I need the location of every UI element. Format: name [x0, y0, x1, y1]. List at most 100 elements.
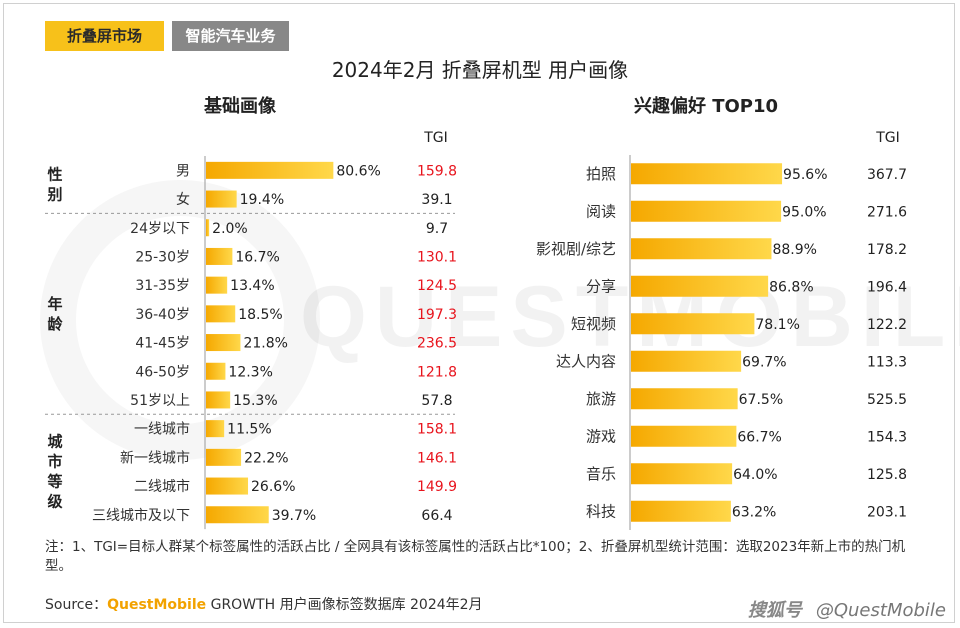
left-value-label: 22.2%: [244, 450, 288, 466]
left-value-label: 16.7%: [235, 249, 279, 265]
left-bar: [206, 448, 242, 466]
left-bar: [206, 219, 210, 237]
left-tgi-value: 9.7: [426, 221, 448, 237]
left-tgi-value: 149.9: [417, 479, 457, 495]
tab-foldable-market[interactable]: 折叠屏市场: [45, 21, 164, 51]
left-value-label: 11.5%: [227, 422, 271, 438]
left-tgi-value: 39.1: [421, 192, 452, 208]
left-tgi-value: 121.8: [417, 364, 457, 380]
right-bar: [631, 463, 733, 485]
footer-brand: 搜狐号 @QuestMobile: [748, 596, 946, 622]
right-value-label: 78.1%: [755, 317, 799, 333]
right-value-label: 86.8%: [769, 279, 813, 295]
left-category-label: 女: [176, 191, 190, 208]
source-brand: QuestMobile: [107, 597, 207, 613]
right-bar: [631, 163, 783, 185]
left-category-label: 二线城市: [134, 478, 190, 495]
right-bar-chart: 拍照 95.6% 367.7 阅读 95.0% 271.6 影视剧/综艺 88.9% 178.2…: [536, 155, 907, 530]
right-category-label: 游戏: [586, 427, 616, 445]
right-tgi-value: 203.1: [867, 504, 907, 520]
left-category-label: 一线城市: [134, 421, 190, 438]
right-tgi-value: 113.3: [867, 354, 907, 370]
right-category-label: 达人内容: [556, 352, 616, 370]
left-tgi-value: 159.8: [417, 163, 457, 179]
right-category-label: 旅游: [586, 390, 616, 408]
left-bar: [206, 362, 226, 380]
right-bar: [631, 500, 731, 522]
right-value-label: 95.0%: [782, 204, 826, 220]
right-tgi-header: TGI: [876, 130, 900, 146]
left-tgi-value: 236.5: [417, 336, 457, 352]
right-bar: [631, 200, 782, 222]
right-tgi-value: 125.8: [867, 467, 907, 483]
left-category-label: 三线城市及以下: [92, 507, 190, 524]
source-line: Source：QuestMobile GROWTH 用户画像标签数据库 2024…: [45, 594, 483, 614]
right-bar: [631, 388, 738, 410]
slide-frame: [3, 3, 955, 623]
right-tgi-value: 367.7: [867, 167, 907, 183]
right-chart-title: 兴趣偏好 TOP10: [633, 96, 779, 117]
left-bar: [206, 477, 249, 495]
right-category-label: 音乐: [586, 465, 616, 483]
left-bar-chart: 男 80.6% 159.8 女 19.4% 39.1 性别 24岁以下 2.0% 9.7 25-30…: [45, 156, 457, 530]
left-category-label: 24岁以下: [130, 221, 190, 237]
sohu-logo: 搜狐号: [747, 600, 802, 621]
source-prefix: Source：: [45, 597, 108, 613]
left-bar: [206, 420, 225, 438]
footnote: 注：1、TGI=目标人群某个标签属性的活跃占比 / 全网具有该标签属性的活跃占比…: [45, 539, 906, 574]
right-tgi-value: 154.3: [867, 429, 907, 445]
right-value-label: 95.6%: [783, 167, 827, 183]
left-value-label: 26.6%: [251, 479, 295, 495]
left-value-label: 19.4%: [240, 192, 284, 208]
right-tgi-value: 178.2: [867, 242, 907, 258]
left-tgi-value: 124.5: [417, 278, 457, 294]
right-tgi-value: 525.5: [867, 392, 907, 408]
right-bar: [631, 425, 737, 447]
page-title: 2024年2月 折叠屏机型 用户画像: [331, 58, 629, 82]
left-category-label: 男: [176, 163, 190, 179]
left-value-label: 15.3%: [233, 393, 277, 409]
source-text: GROWTH 用户画像标签数据库 2024年2月: [206, 597, 483, 613]
left-category-label: 51岁以上: [130, 393, 190, 409]
right-category-label: 短视频: [571, 315, 616, 333]
right-value-label: 63.2%: [732, 504, 776, 520]
right-tgi-value: 196.4: [867, 279, 907, 295]
left-value-label: 80.6%: [336, 163, 380, 179]
right-value-label: 67.5%: [739, 392, 783, 408]
left-category-label: 36-40岁: [135, 307, 190, 323]
left-category-label: 46-50岁: [135, 364, 190, 380]
right-bar: [631, 313, 755, 335]
left-bar: [206, 506, 269, 524]
left-tgi-value: 197.3: [417, 307, 457, 323]
left-category-label: 31-35岁: [135, 278, 190, 294]
right-bar: [631, 238, 772, 260]
left-group-label: 城市等级: [47, 433, 63, 511]
left-group-label: 年龄: [47, 295, 63, 333]
left-bar: [206, 247, 233, 265]
left-bar: [206, 161, 334, 179]
left-value-label: 13.4%: [230, 278, 274, 294]
left-value-label: 18.5%: [238, 307, 282, 323]
right-value-label: 66.7%: [737, 429, 781, 445]
right-category-label: 分享: [586, 277, 616, 295]
right-category-label: 科技: [586, 502, 616, 520]
right-value-label: 88.9%: [772, 242, 816, 258]
left-category-label: 25-30岁: [135, 249, 190, 265]
left-tgi-value: 146.1: [417, 450, 457, 466]
left-bar: [206, 190, 237, 208]
left-value-label: 21.8%: [243, 336, 287, 352]
left-bar: [206, 276, 228, 294]
tab-smart-car[interactable]: 智能汽车业务: [172, 21, 289, 51]
left-category-label: 41-45岁: [135, 336, 190, 352]
left-tgi-value: 66.4: [421, 508, 452, 524]
left-tgi-value: 130.1: [417, 249, 457, 265]
left-bar: [206, 391, 231, 409]
brand-handle: @QuestMobile: [815, 600, 946, 621]
left-chart-title: 基础画像: [204, 96, 276, 117]
right-category-label: 拍照: [586, 165, 616, 183]
right-value-label: 69.7%: [742, 354, 786, 370]
left-tgi-value: 57.8: [421, 393, 452, 409]
left-tgi-value: 158.1: [417, 422, 457, 438]
left-tgi-header: TGI: [424, 130, 448, 146]
